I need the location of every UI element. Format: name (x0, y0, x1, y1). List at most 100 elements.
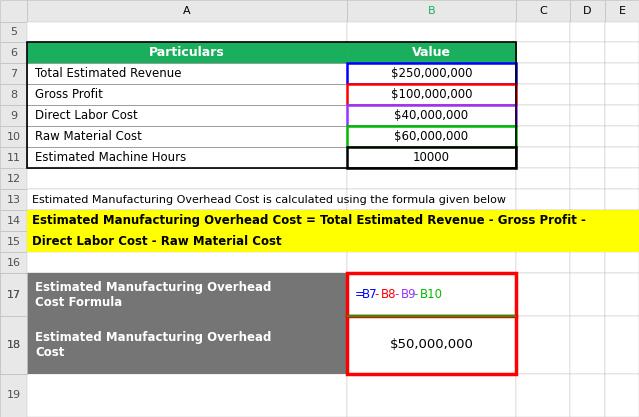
Bar (27, 189, 347, 210)
Bar (347, 315, 516, 317)
Bar (27, 231, 347, 252)
Bar (347, 168, 516, 189)
Bar (605, 316, 639, 374)
Bar (347, 63, 516, 84)
Text: 18: 18 (6, 340, 20, 350)
Bar (27, 84, 347, 105)
Bar (605, 84, 639, 105)
Bar (605, 374, 639, 417)
Bar (0, 42, 27, 63)
Bar (570, 22, 605, 42)
Text: 6: 6 (10, 48, 17, 58)
Text: Total Estimated Revenue: Total Estimated Revenue (35, 67, 181, 80)
Bar (516, 252, 570, 273)
Text: Estimated Manufacturing Overhead Cost is calculated using the formula given belo: Estimated Manufacturing Overhead Cost is… (32, 194, 506, 204)
Bar (570, 42, 605, 63)
Bar (347, 374, 516, 417)
Bar (347, 42, 516, 63)
Bar (516, 189, 570, 210)
Bar (570, 63, 605, 84)
Bar (605, 231, 639, 252)
Bar (570, 105, 605, 126)
Bar (0, 316, 27, 374)
Bar (0, 22, 27, 42)
Text: 15: 15 (6, 236, 20, 246)
Bar (27, 210, 347, 231)
Text: Raw Material Cost: Raw Material Cost (35, 130, 142, 143)
Bar (27, 273, 347, 316)
Text: 5: 5 (10, 27, 17, 37)
Text: B9: B9 (401, 288, 416, 301)
Bar (516, 63, 570, 84)
Bar (347, 105, 516, 126)
Bar (605, 189, 639, 210)
Bar (347, 316, 516, 374)
Bar (27, 105, 347, 126)
Bar (570, 189, 605, 210)
Bar (605, 252, 639, 273)
Text: Estimated Manufacturing Overhead
Cost Formula: Estimated Manufacturing Overhead Cost Fo… (35, 281, 272, 309)
Bar (0, 126, 27, 147)
Bar (347, 0, 516, 22)
Bar (570, 231, 605, 252)
Bar (27, 42, 516, 168)
Bar (570, 374, 605, 417)
Bar (27, 273, 347, 374)
Bar (347, 147, 516, 168)
Bar (570, 273, 605, 316)
Text: 8: 8 (10, 90, 17, 100)
Text: 14: 14 (6, 216, 20, 226)
Bar (570, 252, 605, 273)
Bar (570, 126, 605, 147)
Bar (27, 210, 639, 252)
Text: B8: B8 (381, 288, 397, 301)
Bar (27, 84, 347, 105)
Bar (0, 189, 27, 210)
Bar (516, 22, 570, 42)
Bar (605, 126, 639, 147)
Bar (27, 147, 347, 168)
Text: 19: 19 (6, 390, 20, 400)
Bar (605, 273, 639, 316)
Text: $50,000,000: $50,000,000 (390, 339, 473, 352)
Bar (347, 316, 516, 374)
Text: $40,000,000: $40,000,000 (394, 109, 468, 122)
Bar (516, 210, 570, 231)
Text: Value: Value (412, 46, 451, 59)
Text: Estimated Machine Hours: Estimated Machine Hours (35, 151, 186, 164)
Bar (347, 22, 516, 42)
Text: 12: 12 (6, 173, 20, 183)
Text: C: C (539, 6, 547, 16)
Bar (347, 42, 516, 63)
Bar (0, 168, 27, 189)
Text: 18: 18 (6, 340, 20, 350)
Bar (347, 231, 516, 252)
Bar (516, 105, 570, 126)
Bar (0, 147, 27, 168)
Text: 10000: 10000 (413, 151, 450, 164)
Bar (570, 316, 605, 374)
Text: 17: 17 (6, 289, 20, 299)
Bar (347, 63, 516, 84)
Bar (570, 147, 605, 168)
Bar (516, 0, 570, 22)
Bar (516, 273, 570, 316)
Bar (0, 210, 27, 231)
Text: $100,000,000: $100,000,000 (391, 88, 472, 101)
Bar (0, 273, 27, 316)
Bar (0, 374, 27, 417)
Bar (570, 168, 605, 189)
Text: B7: B7 (362, 288, 377, 301)
Bar (347, 252, 516, 273)
Text: =: = (355, 288, 365, 301)
Bar (605, 42, 639, 63)
Bar (0, 84, 27, 105)
Text: $250,000,000: $250,000,000 (391, 67, 472, 80)
Bar (347, 84, 516, 105)
Bar (516, 126, 570, 147)
Text: 7: 7 (10, 68, 17, 78)
Text: 16: 16 (6, 258, 20, 267)
Bar (0, 316, 27, 374)
Bar (347, 84, 516, 105)
Bar (27, 374, 347, 417)
